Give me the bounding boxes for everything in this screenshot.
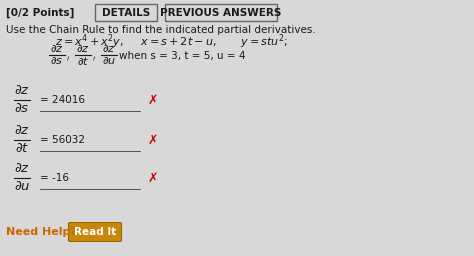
- FancyBboxPatch shape: [95, 4, 157, 21]
- Text: $\partial t$: $\partial t$: [77, 55, 89, 67]
- Text: $\partial z$: $\partial z$: [14, 124, 30, 137]
- Text: $\partial z$: $\partial z$: [76, 44, 90, 55]
- Text: $x = s + 2t - u,$: $x = s + 2t - u,$: [140, 36, 217, 48]
- Text: = 24016: = 24016: [40, 95, 85, 105]
- Text: $'$: $'$: [92, 56, 96, 66]
- Text: ✗: ✗: [148, 93, 158, 106]
- Text: Read It: Read It: [74, 227, 116, 237]
- Text: ✗: ✗: [148, 133, 158, 146]
- Text: ✗: ✗: [148, 172, 158, 185]
- Text: $\partial z$: $\partial z$: [14, 84, 30, 98]
- Text: $\partial z$: $\partial z$: [50, 44, 64, 55]
- Text: $\partial t$: $\partial t$: [15, 143, 29, 155]
- Text: DETAILS: DETAILS: [102, 7, 150, 17]
- Text: $'$: $'$: [66, 56, 70, 66]
- Text: $z = x^4 + x^2y,$: $z = x^4 + x^2y,$: [55, 33, 124, 51]
- Text: [0/2 Points]: [0/2 Points]: [6, 8, 74, 18]
- Text: Need Help?: Need Help?: [6, 227, 77, 237]
- Text: $\partial z$: $\partial z$: [14, 163, 30, 176]
- Text: $\partial s$: $\partial s$: [50, 56, 64, 67]
- Text: when s = 3, t = 5, u = 4: when s = 3, t = 5, u = 4: [119, 51, 246, 61]
- Text: = -16: = -16: [40, 173, 69, 183]
- Text: $\partial s$: $\partial s$: [14, 102, 30, 115]
- Text: = 56032: = 56032: [40, 135, 85, 145]
- Text: $y = stu^2;$: $y = stu^2;$: [240, 33, 288, 51]
- Text: Use the Chain Rule to find the indicated partial derivatives.: Use the Chain Rule to find the indicated…: [6, 25, 316, 35]
- Text: PREVIOUS ANSWERS: PREVIOUS ANSWERS: [160, 7, 282, 17]
- FancyBboxPatch shape: [69, 222, 121, 241]
- FancyBboxPatch shape: [165, 4, 277, 21]
- Text: $\partial u$: $\partial u$: [102, 56, 116, 67]
- Text: $\partial u$: $\partial u$: [14, 180, 30, 194]
- Text: $\partial z$: $\partial z$: [102, 44, 116, 55]
